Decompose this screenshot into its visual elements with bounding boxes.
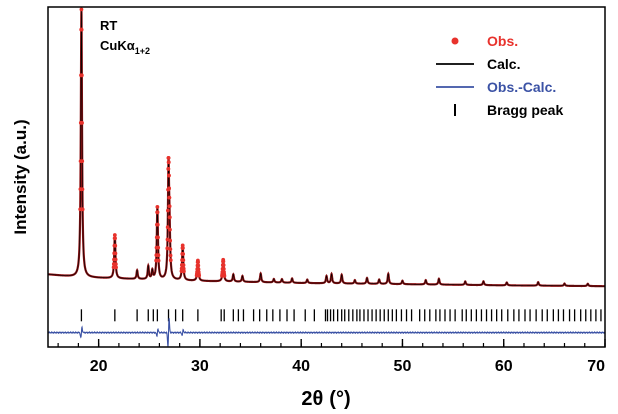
obs-point bbox=[113, 236, 117, 241]
obs-point bbox=[112, 233, 117, 237]
obs-point bbox=[79, 7, 84, 12]
obs-point bbox=[80, 187, 85, 192]
obs-point bbox=[167, 186, 172, 191]
obs-point bbox=[156, 245, 161, 250]
obs-point bbox=[181, 258, 186, 263]
obs-point bbox=[113, 262, 118, 266]
obs-point bbox=[167, 195, 172, 200]
plot-frame bbox=[47, 6, 606, 348]
obs-point bbox=[155, 222, 160, 227]
observed-points bbox=[78, 7, 227, 278]
legend-label: Bragg peak bbox=[487, 102, 563, 118]
obs-point bbox=[196, 263, 201, 268]
obs-point bbox=[156, 253, 161, 258]
annotation-radiation: CuKα1+2 bbox=[100, 38, 150, 56]
obs-point bbox=[196, 260, 200, 264]
legend: Obs. Calc. Obs.-Calc. Bragg peak bbox=[436, 33, 563, 118]
obs-point bbox=[221, 267, 226, 271]
obs-point bbox=[167, 204, 172, 209]
x-axis: 20 30 40 50 60 70 bbox=[57, 339, 606, 375]
obs-point bbox=[155, 204, 160, 209]
plot-layer bbox=[47, 7, 606, 347]
legend-label: Obs. bbox=[487, 33, 518, 49]
x-tick-label: 50 bbox=[394, 358, 412, 375]
annotation-radiation-sub: 1+2 bbox=[135, 46, 150, 56]
obs-point bbox=[113, 243, 118, 248]
legend-entry: Obs. bbox=[451, 33, 518, 49]
obs-point bbox=[165, 246, 170, 251]
x-tick-label: 30 bbox=[191, 358, 209, 375]
legend-marker-dot bbox=[451, 37, 459, 45]
obs-point bbox=[156, 258, 161, 263]
obs-point bbox=[182, 269, 186, 274]
x-axis-label: 2θ (°) bbox=[301, 388, 350, 410]
x-axis-label-symbol: 2θ bbox=[301, 388, 323, 410]
obs-point bbox=[113, 257, 118, 262]
legend-label: Calc. bbox=[487, 56, 520, 72]
obs-point bbox=[221, 263, 226, 267]
obs-point bbox=[79, 73, 84, 78]
obs-point bbox=[168, 247, 173, 252]
x-tick-label: 60 bbox=[495, 358, 513, 375]
obs-point bbox=[114, 265, 118, 270]
obs-point bbox=[166, 167, 171, 171]
bragg-ticks bbox=[80, 309, 602, 322]
obs-point bbox=[168, 258, 173, 263]
annotation-radiation-main: CuKα bbox=[100, 38, 135, 53]
obs-point bbox=[156, 235, 160, 240]
obs-point bbox=[167, 215, 172, 220]
obs-point bbox=[168, 253, 173, 258]
obs-point bbox=[80, 120, 84, 125]
obs-point bbox=[113, 251, 118, 256]
legend-entry: Calc. bbox=[436, 56, 520, 72]
obs-point bbox=[166, 208, 170, 213]
obs-point bbox=[166, 160, 171, 165]
obs-point bbox=[80, 207, 85, 212]
obs-point bbox=[79, 27, 84, 32]
obs-point bbox=[196, 267, 201, 272]
diff-curve bbox=[47, 318, 606, 347]
obs-point bbox=[181, 246, 185, 250]
x-tick-label: 20 bbox=[90, 358, 108, 375]
x-axis-label-unit: (°) bbox=[329, 388, 350, 410]
obs-point bbox=[181, 252, 186, 256]
obs-point bbox=[165, 225, 170, 230]
obs-point bbox=[167, 173, 171, 178]
legend-entry: Bragg peak bbox=[454, 102, 563, 118]
obs-point bbox=[80, 159, 85, 164]
obs-point bbox=[155, 210, 160, 215]
legend-label: Obs.-Calc. bbox=[487, 79, 556, 95]
x-tick-label: 70 bbox=[587, 358, 605, 375]
obs-point bbox=[181, 263, 186, 267]
x-tick-label: 40 bbox=[292, 358, 310, 375]
obs-point bbox=[222, 273, 227, 278]
legend-entry: Obs.-Calc. bbox=[436, 79, 556, 95]
obs-point bbox=[221, 259, 226, 264]
obs-point bbox=[166, 155, 171, 160]
obs-point bbox=[168, 238, 173, 243]
annotation-temperature: RT bbox=[100, 18, 117, 33]
obs-point bbox=[168, 227, 172, 232]
obs-point bbox=[197, 273, 202, 278]
calc-curve-core bbox=[47, 9, 606, 287]
y-axis-label: Intensity (a.u.) bbox=[11, 119, 30, 234]
